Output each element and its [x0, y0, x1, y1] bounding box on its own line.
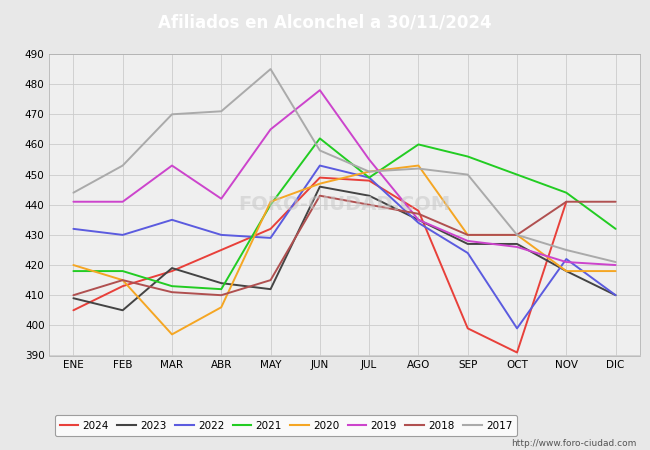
- Text: FORO-CIUDAD.COM: FORO-CIUDAD.COM: [239, 195, 450, 214]
- Text: Afiliados en Alconchel a 30/11/2024: Afiliados en Alconchel a 30/11/2024: [158, 14, 492, 32]
- Text: http://www.foro-ciudad.com: http://www.foro-ciudad.com: [512, 439, 637, 448]
- Legend: 2024, 2023, 2022, 2021, 2020, 2019, 2018, 2017: 2024, 2023, 2022, 2021, 2020, 2019, 2018…: [55, 415, 517, 436]
